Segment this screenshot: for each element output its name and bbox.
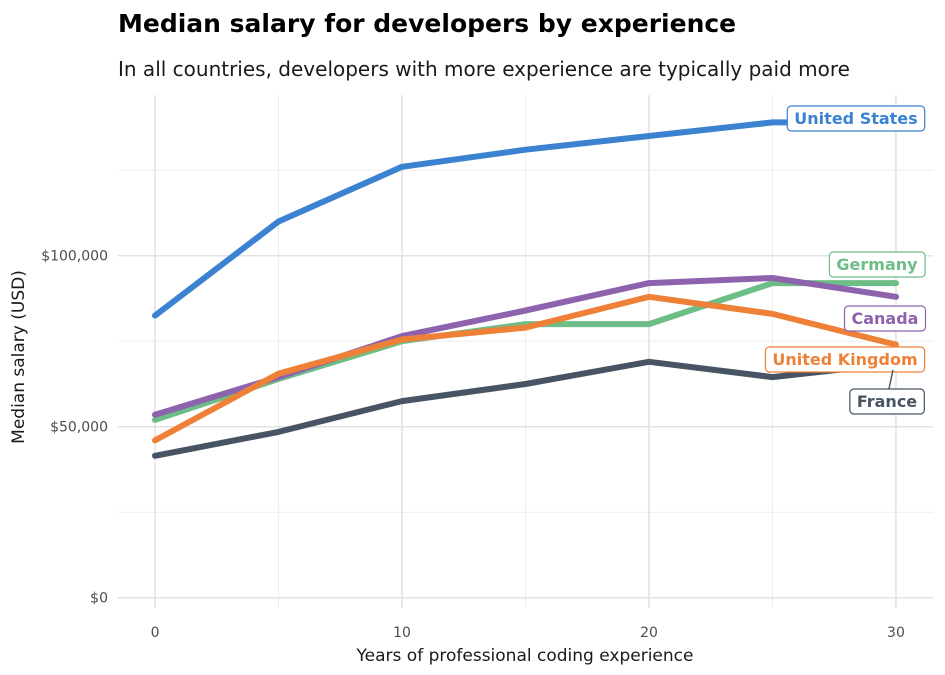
series-label-text: Canada: [852, 309, 919, 328]
grid: [118, 95, 933, 608]
series-label-text: Germany: [836, 255, 918, 274]
series-label-france: France: [849, 369, 925, 415]
series-label-united-states: United States: [786, 105, 926, 132]
axis-ticks: 0 10 20 30 $0 $50,000 $100,000: [41, 249, 905, 641]
series-label-box: [764, 346, 926, 373]
x-tick-label: 20: [640, 625, 658, 641]
chart-subtitle: In all countries, developers with more e…: [118, 57, 850, 81]
series-line-united-states: [152, 119, 899, 319]
x-tick-label: 0: [151, 625, 160, 641]
series-label-germany: Germany: [828, 251, 926, 278]
y-tick-label: $100,000: [41, 249, 108, 265]
chart-title: Median salary for developers by experien…: [118, 9, 736, 38]
series-label-box: [843, 305, 927, 332]
series-label-leader: [888, 369, 894, 390]
y-tick-label: $50,000: [50, 420, 108, 436]
series-labels: United States Germany Canada United Kingdom…: [764, 105, 927, 415]
y-axis-title: Median salary (USD): [9, 270, 29, 444]
series-label-text: France: [857, 392, 917, 411]
series-line-france: [152, 358, 899, 459]
series-label-text: United Kingdom: [772, 350, 917, 369]
x-axis-title: Years of professional coding experience: [356, 646, 694, 666]
series-label-box: [786, 105, 926, 132]
series-label-text: United States: [794, 109, 917, 128]
series-label-canada: Canada: [843, 305, 927, 332]
series-label-box: [849, 388, 925, 415]
series-lines: [152, 119, 899, 459]
y-tick-label: $0: [90, 591, 108, 607]
series-label-box: [828, 251, 926, 278]
series-label-united-kingdom: United Kingdom: [764, 346, 926, 373]
x-tick-label: 10: [393, 625, 411, 641]
x-tick-label: 30: [887, 625, 905, 641]
series-line-united-kingdom: [152, 293, 899, 444]
